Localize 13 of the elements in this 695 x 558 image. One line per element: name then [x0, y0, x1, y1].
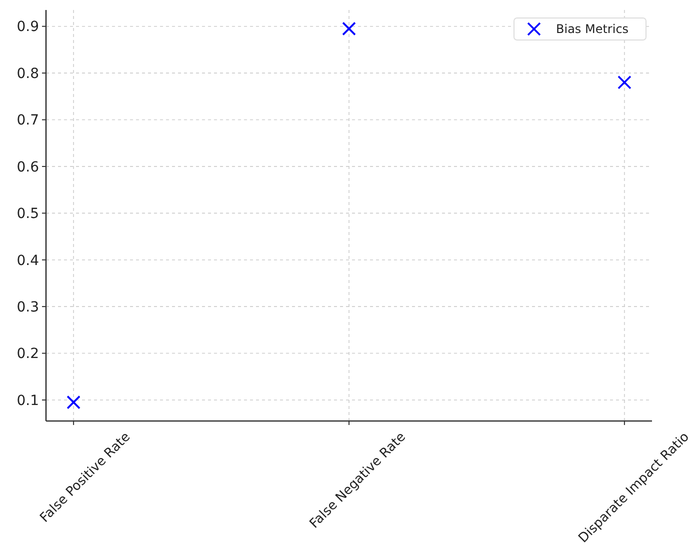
- y-tick-label: 0.5: [16, 206, 39, 222]
- y-tick-label: 0.3: [16, 299, 39, 316]
- y-tick-label: 0.9: [16, 19, 39, 36]
- y-tick-label: 0.6: [16, 159, 40, 176]
- y-tick-label: 0.1: [16, 392, 39, 409]
- y-tick-label: 0.7: [16, 112, 39, 129]
- point: [618, 75, 632, 90]
- point: [342, 22, 356, 36]
- y-tick-label: 0.2: [16, 346, 39, 362]
- y-tick-label: 0.4: [16, 252, 40, 269]
- y-tick-label: 0.8: [16, 66, 39, 82]
- legend-label: Bias Metrics: [556, 22, 629, 36]
- point: [66, 395, 80, 410]
